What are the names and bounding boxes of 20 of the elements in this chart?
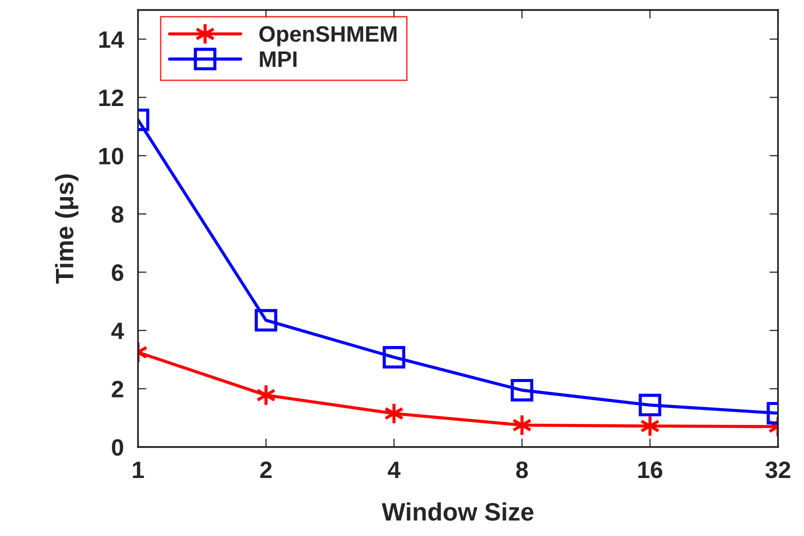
y-tick-label: 0 xyxy=(112,439,124,456)
y-tick-label: 12 xyxy=(99,89,124,106)
y-tick-label: 4 xyxy=(111,322,124,340)
x-tick-label: 16 xyxy=(638,462,662,478)
y-tick-label: 8 xyxy=(112,206,124,223)
point xyxy=(382,346,406,369)
x-tick-label: 2 xyxy=(260,462,272,478)
y-tick-label: 6 xyxy=(112,264,124,281)
y-tick-label: 14 xyxy=(99,31,124,48)
legend-label: MPI xyxy=(260,52,296,67)
point xyxy=(510,378,534,402)
y-tick-label: 2 xyxy=(112,380,124,398)
y-tick-label: 10 xyxy=(99,148,124,164)
legend-label: OpenSHMEM xyxy=(259,26,396,46)
x-tick-label: 8 xyxy=(516,462,528,478)
x-tick-label: 32 xyxy=(765,462,790,478)
x-tick-label: 4 xyxy=(388,462,400,478)
x-tick-label: 1 xyxy=(132,462,144,478)
y-axis-title: Time (μs) xyxy=(55,174,78,284)
x-axis-title: Window Size xyxy=(382,502,534,521)
